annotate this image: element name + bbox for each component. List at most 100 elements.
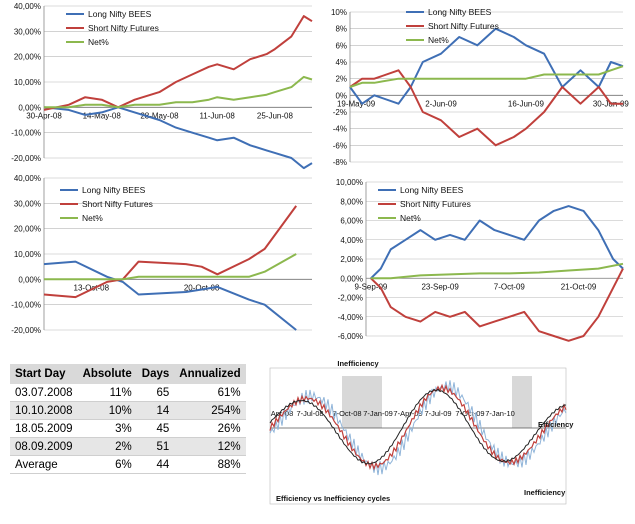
- y-tick-label: -6,00%: [338, 332, 363, 341]
- y-tick-label: 6%: [335, 41, 347, 50]
- header-absolute: Absolute: [77, 364, 137, 384]
- legend-label: Long Nifty BEES: [82, 185, 146, 195]
- y-tick-label: -20,00%: [11, 326, 41, 335]
- annotation-label: Inefficiency: [337, 359, 379, 368]
- days-cell: 14: [136, 401, 175, 420]
- y-tick-label: -4%: [333, 125, 347, 134]
- y-tick-label: 8,00%: [340, 197, 363, 206]
- cycles-chart: Apr-08 7-Jul-08 7-Oct-08 7-Jan-09 7-Apr-09 7-…: [269, 359, 574, 505]
- chart-3: -20,00% -10,00% 0,00% 10,00% 20,00% 30,00% 40,…: [11, 174, 312, 335]
- y-tick-label: -4,00%: [338, 313, 363, 322]
- x-tick-label: 19-May-09: [337, 99, 376, 108]
- y-tick-label: 20,00%: [14, 53, 41, 62]
- plot-frame: [269, 367, 567, 505]
- returns-table: Start Day Absolute Days Annualized 03.07…: [10, 364, 246, 474]
- legend-label: Short Nifty Futures: [88, 23, 159, 33]
- x-tick-label: 7-Jul-08: [296, 409, 323, 418]
- header-annualized: Annualized: [174, 364, 246, 384]
- start-day-cell: 03.07.2008: [10, 384, 78, 402]
- x-tick-label: 16-Jun-09: [508, 99, 545, 108]
- legend-label: Long Nifty BEES: [428, 7, 492, 17]
- absolute-cell: 10%: [77, 401, 137, 420]
- table-row: 08.09.2009 2% 51 12%: [10, 437, 246, 456]
- x-tick-label: 2-Jun-09: [425, 99, 457, 108]
- table-row: 18.05.2009 3% 45 26%: [10, 419, 246, 438]
- x-tick-label: 23-Sep-09: [421, 282, 459, 291]
- y-tick-label: -20,00%: [11, 154, 41, 163]
- series-line-short: [349, 69, 623, 147]
- y-tick-label: 40,00%: [14, 174, 41, 183]
- y-tick-label: -8%: [333, 158, 347, 167]
- y-tick-label: 2,00%: [340, 255, 363, 264]
- x-tick-label: 28-May-08: [140, 111, 179, 120]
- days-cell: 44: [136, 455, 175, 474]
- legend-label: Long Nifty BEES: [400, 185, 464, 195]
- x-tick-label: 7-Jul-09: [424, 409, 451, 418]
- annualized-cell: 12%: [174, 437, 246, 456]
- y-tick-label: 10,00%: [14, 250, 41, 259]
- legend-label: Short Nifty Futures: [400, 199, 471, 209]
- legend-label: Long Nifty BEES: [88, 9, 152, 19]
- y-tick-label: 0%: [335, 91, 347, 100]
- header-start-day: Start Day: [10, 364, 78, 384]
- series-line-net: [44, 75, 313, 109]
- table-row: 10.10.2008 10% 14 254%: [10, 401, 246, 420]
- x-tick-label: Apr-08: [271, 409, 294, 418]
- chart-2: -8% -6% -4% -2% 0% 2% 4% 6% 8% 10% 19-May-09 2-Jun-…: [331, 7, 629, 167]
- y-tick-label: -2%: [333, 108, 347, 117]
- series-line-net: [370, 262, 624, 280]
- y-tick-label: 2%: [335, 75, 347, 84]
- x-tick-label: 7-Oct-08: [332, 409, 361, 418]
- y-tick-label: 0,00%: [18, 275, 41, 284]
- start-day-cell: Average: [10, 455, 78, 474]
- y-tick-label: 4%: [335, 58, 347, 67]
- absolute-cell: 6%: [77, 455, 137, 474]
- x-tick-label: 14-May-08: [83, 111, 122, 120]
- series-line-net: [44, 253, 297, 281]
- y-tick-label: -2,00%: [338, 294, 363, 303]
- legend-label: Net%: [88, 37, 109, 47]
- legend-label: Net%: [82, 213, 103, 223]
- x-tick-label: 9-Sep-09: [354, 282, 387, 291]
- x-tick-label: 21-Oct-09: [561, 282, 597, 291]
- shaded-region: [512, 376, 532, 428]
- absolute-cell: 11%: [77, 384, 137, 402]
- series-line-short: [370, 268, 624, 342]
- legend-label: Short Nifty Futures: [82, 199, 153, 209]
- y-tick-label: 10%: [331, 8, 347, 17]
- raw-series-line: [269, 380, 567, 476]
- y-tick-label: -10,00%: [11, 301, 41, 310]
- legend-label: Net%: [428, 35, 449, 45]
- y-tick-label: 4,00%: [340, 236, 363, 245]
- series-line-long: [43, 106, 313, 170]
- series-line-short: [43, 205, 298, 299]
- y-tick-label: 10,00%: [14, 78, 41, 87]
- series-line-short: [43, 15, 313, 111]
- table-row: Average 6% 44 88%: [10, 455, 246, 474]
- days-cell: 51: [136, 437, 175, 456]
- y-tick-label: 8%: [335, 25, 347, 34]
- annotation-label: Efficiency: [538, 420, 574, 429]
- start-day-cell: 18.05.2009: [10, 419, 78, 438]
- absolute-cell: 3%: [77, 419, 137, 438]
- x-tick-label: 7-Oct-09: [494, 282, 526, 291]
- y-tick-label: 0,00%: [340, 274, 363, 283]
- chart-1: -20,00% -10,00% 0,00% 10,00% 20,00% 30,00% 40,…: [11, 2, 313, 170]
- x-tick-label: 11-Jun-08: [199, 111, 235, 120]
- annualized-cell: 26%: [174, 419, 246, 438]
- x-tick-label: 7-Jan-09: [363, 409, 393, 418]
- x-tick-label: 30-Apr-08: [26, 111, 62, 120]
- annualized-cell: 88%: [174, 455, 246, 474]
- slow-average-line: [269, 388, 567, 465]
- start-day-cell: 10.10.2008: [10, 401, 78, 420]
- chart-4: -6,00% -4,00% -2,00% 0,00% 2,00% 4,00% 6,00% 8,…: [336, 178, 624, 342]
- x-tick-label: 13-Oct-08: [74, 283, 110, 292]
- y-tick-label: 40,00%: [14, 2, 41, 11]
- legend-label: Short Nifty Futures: [428, 21, 499, 31]
- days-cell: 45: [136, 419, 175, 438]
- series-line-long: [349, 27, 624, 105]
- table-row: 03.07.2008 11% 65 61%: [10, 384, 246, 402]
- x-tick-label: 20-Oct-08: [184, 283, 220, 292]
- x-tick-label: 7-Jan-10: [485, 409, 515, 418]
- absolute-cell: 2%: [77, 437, 137, 456]
